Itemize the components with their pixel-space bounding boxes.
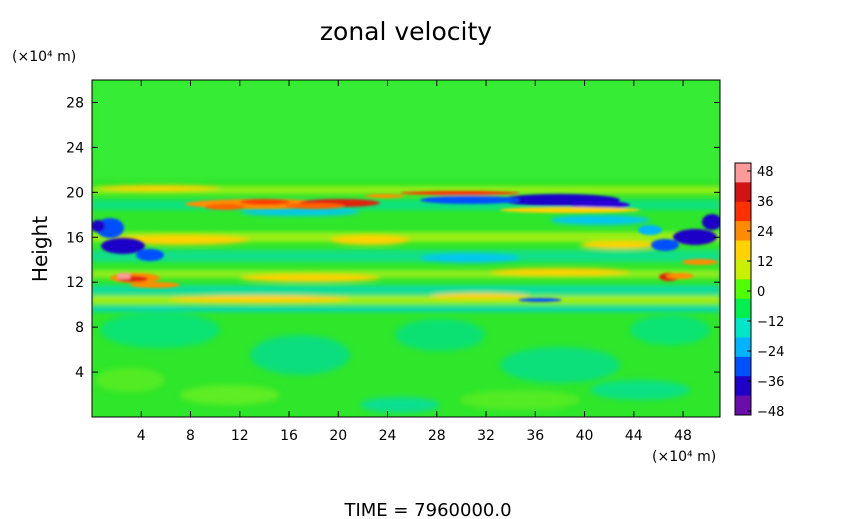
colorbar-swatch bbox=[735, 221, 751, 242]
colorbar-swatch bbox=[735, 395, 751, 416]
y-axis: 4 8 12 16 20 24 28 bbox=[66, 95, 720, 381]
lower-region bbox=[95, 312, 710, 413]
y-tick-label: 28 bbox=[66, 95, 84, 111]
x-tick-label: 24 bbox=[379, 428, 397, 444]
x-tick-label: 36 bbox=[526, 428, 544, 444]
colorbar-tick-label: −36 bbox=[757, 375, 784, 390]
colorbar-swatch bbox=[735, 201, 751, 222]
plot-frame bbox=[91, 79, 721, 418]
colorbar-tick-label: 36 bbox=[757, 195, 774, 210]
y-tick-label: 16 bbox=[66, 230, 84, 246]
y-axis-units: (×10⁴ m) bbox=[12, 49, 76, 65]
time-label: TIME = 7960000.0 bbox=[343, 500, 511, 519]
colorbar-tick-label: 48 bbox=[757, 165, 774, 180]
colorbar-swatch bbox=[735, 259, 751, 280]
colorbar-frame bbox=[734, 162, 752, 416]
y-axis-label: Height bbox=[28, 216, 52, 282]
colorbar-tick-label: −24 bbox=[757, 345, 784, 360]
x-tick-label: 44 bbox=[625, 428, 643, 444]
colorbar-swatch bbox=[735, 318, 751, 338]
chart-title: zonal velocity bbox=[320, 17, 492, 46]
x-tick-label: 32 bbox=[477, 428, 495, 444]
colorbar: 48 36 24 12 0 −12 −24 −36 −48 bbox=[734, 162, 784, 420]
x-axis: 4 8 12 16 20 24 28 32 36 40 44 48 bbox=[137, 80, 692, 444]
velocity-field bbox=[92, 80, 720, 417]
colorbar-swatch bbox=[735, 182, 751, 203]
strong-features bbox=[92, 191, 720, 302]
y-tick-label: 4 bbox=[75, 365, 84, 381]
colorbar-swatch bbox=[735, 279, 751, 300]
y-tick-label: 24 bbox=[66, 140, 84, 156]
colorbar-tick-label: 12 bbox=[757, 255, 774, 270]
colorbar-tick-label: −48 bbox=[757, 405, 784, 420]
colorbar-swatch bbox=[735, 240, 751, 261]
x-axis-units: (×10⁴ m) bbox=[652, 449, 716, 465]
x-tick-label: 4 bbox=[137, 428, 146, 444]
y-tick-label: 8 bbox=[75, 320, 84, 336]
colorbar-tick-label: 24 bbox=[757, 225, 774, 240]
colorbar-swatch bbox=[735, 298, 751, 319]
colorbar-swatch bbox=[735, 376, 751, 397]
x-tick-label: 48 bbox=[674, 428, 692, 444]
x-tick-label: 20 bbox=[329, 428, 347, 444]
upper-region bbox=[92, 80, 720, 180]
x-tick-label: 40 bbox=[576, 428, 594, 444]
colorbar-tick-label: 0 bbox=[757, 285, 765, 300]
colorbar-tick-label: −12 bbox=[757, 315, 784, 330]
colorbar-swatch bbox=[735, 337, 751, 358]
jet-band bbox=[92, 185, 720, 312]
y-tick-label: 20 bbox=[66, 185, 84, 201]
y-tick-label: 12 bbox=[66, 275, 84, 291]
x-tick-label: 12 bbox=[231, 428, 249, 444]
x-tick-label: 8 bbox=[186, 428, 195, 444]
x-tick-label: 16 bbox=[280, 428, 298, 444]
x-tick-label: 28 bbox=[428, 428, 446, 444]
colorbar-swatch bbox=[735, 356, 751, 377]
colorbar-swatch bbox=[735, 163, 751, 183]
